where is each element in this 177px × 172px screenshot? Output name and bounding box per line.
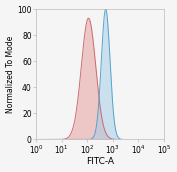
X-axis label: FITC-A: FITC-A [86, 157, 114, 166]
Y-axis label: Normalized To Mode: Normalized To Mode [5, 36, 15, 113]
